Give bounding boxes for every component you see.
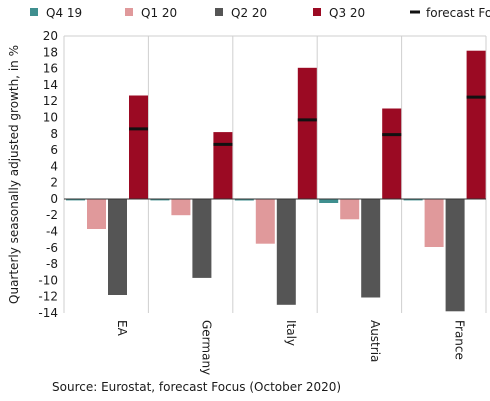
x-tick-label-ea: EA — [115, 320, 129, 337]
x-tick-label-germany: Germany — [199, 320, 213, 375]
legend-swatch-1 — [125, 8, 133, 16]
bar-q3-20-germany — [213, 132, 233, 199]
y-tick-label: 18 — [43, 45, 58, 59]
bar-q1-20-ea — [87, 198, 106, 229]
y-tick-label: -6 — [46, 241, 58, 255]
legend-label-forecast: forecast Focus — [426, 6, 490, 20]
forecast-markers — [129, 95, 486, 146]
legend-label-3: Q3 20 — [329, 6, 365, 20]
y-tick-label: 2 — [50, 176, 58, 190]
bar-q4-19-germany — [150, 198, 170, 201]
y-tick-label: 8 — [50, 127, 58, 141]
y-axis-label: Quarterly seasonally adjusted growth, in… — [7, 45, 21, 304]
bar-q2-20-france — [445, 198, 465, 312]
bar-q1-20-italy — [255, 198, 275, 244]
legend: Q4 19 Q1 20 Q2 20 Q3 20 forecast Focus — [30, 6, 490, 20]
legend-label-1: Q1 20 — [141, 6, 177, 20]
y-tick-label: 14 — [43, 78, 58, 92]
bar-q4-19-italy — [234, 198, 254, 201]
x-tick-label-france: France — [453, 320, 467, 360]
y-tick-labels: -14 -12 -10 -8 -6 -4 -2 0 2 4 6 8 10 12 14 16 18 20 — [38, 29, 58, 320]
bar-q1-20-germany — [171, 198, 191, 216]
bar-q2-20-italy — [276, 198, 296, 305]
x-tick-labels: EA Germany Italy Austria France — [115, 320, 467, 375]
source-note: Source: Eurostat, forecast Focus (Octobe… — [52, 380, 341, 394]
y-tick-label: 10 — [43, 110, 58, 124]
y-tick-label: 4 — [50, 159, 58, 173]
y-tick-label: 12 — [43, 94, 58, 108]
bar-q3-20-austria — [382, 108, 402, 199]
y-tick-label: -8 — [46, 257, 58, 271]
legend-swatch-0 — [30, 8, 38, 16]
y-tick-label: -14 — [38, 306, 58, 320]
y-tick-label: -4 — [46, 225, 58, 239]
legend-label-2: Q2 20 — [231, 6, 267, 20]
bar-q2-20-germany — [192, 198, 212, 278]
bar-q1-20-austria — [340, 198, 360, 220]
bar-q4-19-austria — [319, 198, 339, 203]
y-tick-label: -12 — [38, 290, 58, 304]
legend-swatch-2 — [215, 8, 223, 16]
y-tick-label: -2 — [46, 208, 58, 222]
y-tick-label: -10 — [38, 273, 58, 287]
bar-q1-20-france — [424, 198, 444, 247]
y-tick-label: 16 — [43, 62, 58, 76]
x-tick-label-austria: Austria — [368, 320, 382, 362]
y-tick-label: 0 — [50, 192, 58, 206]
y-tick-label: 6 — [50, 143, 58, 157]
bar-q3-20-ea — [129, 95, 148, 199]
bars — [64, 50, 486, 312]
bar-q2-20-austria — [361, 198, 381, 298]
legend-swatch-3 — [313, 8, 321, 16]
bar-q3-20-france — [466, 50, 486, 200]
y-tick-label: 20 — [43, 29, 58, 43]
bar-q2-20-ea — [108, 198, 127, 295]
legend-label-0: Q4 19 — [46, 6, 82, 20]
bar-q3-20-italy — [297, 67, 317, 199]
x-tick-label-italy: Italy — [284, 320, 298, 346]
bar-q4-19-france — [403, 198, 423, 201]
bar-q4-19-ea — [66, 198, 85, 201]
category-separators — [63, 35, 487, 313]
